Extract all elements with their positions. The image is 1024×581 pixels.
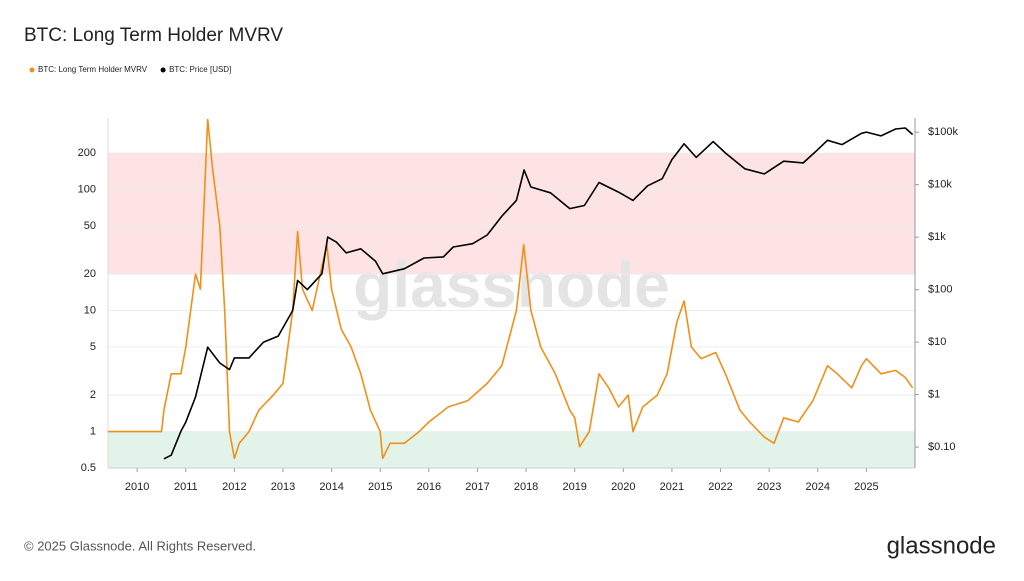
logo: glassnode — [887, 532, 996, 559]
x-tick-label: 2023 — [757, 481, 781, 493]
x-tick-label: 2025 — [854, 481, 878, 493]
x-tick-label: 2011 — [174, 481, 198, 493]
watermark: glassnode — [353, 249, 670, 321]
y2-tick-label: $10 — [928, 336, 946, 348]
y2-tick-label: $1 — [928, 389, 940, 401]
y-tick-label: 10 — [84, 304, 96, 316]
y-tick-label: 2 — [90, 389, 96, 401]
y2-tick-label: $100 — [928, 284, 952, 296]
x-tick-label: 2020 — [611, 481, 635, 493]
y2-tick-label: $1k — [928, 231, 946, 243]
x-tick-label: 2013 — [271, 481, 295, 493]
x-tick-label: 2021 — [660, 481, 684, 493]
footer: © 2025 Glassnode. All Rights Reserved. — [24, 538, 256, 553]
x-tick-label: 2010 — [125, 481, 149, 493]
x-tick-label: 2019 — [562, 481, 586, 493]
zone-band — [108, 153, 915, 275]
y-tick-label: 1 — [90, 425, 96, 437]
x-tick-label: 2018 — [514, 481, 538, 493]
zone-band — [108, 431, 915, 468]
x-tick-label: 2022 — [708, 481, 732, 493]
legend-label: BTC: Price [USD] — [169, 65, 231, 74]
x-tick-label: 2012 — [222, 481, 246, 493]
y2-tick-label: $10k — [928, 179, 952, 191]
chart-title: BTC: Long Term Holder MVRV — [24, 25, 283, 46]
legend-marker — [29, 67, 35, 73]
y-tick-label: 100 — [78, 183, 96, 195]
legend-label: BTC: Long Term Holder MVRV — [38, 65, 148, 74]
x-tick-label: 2024 — [806, 481, 830, 493]
y2-tick-label: $0.10 — [928, 441, 956, 453]
y-tick-label: 20 — [84, 268, 96, 280]
y-tick-label: 200 — [78, 147, 96, 159]
x-tick-label: 2016 — [417, 481, 441, 493]
series-line — [163, 127, 914, 460]
y-tick-label: 50 — [84, 220, 96, 232]
x-tick-label: 2017 — [465, 481, 489, 493]
x-tick-label: 2015 — [368, 481, 392, 493]
y-tick-label: 0.5 — [81, 462, 96, 474]
legend-marker — [160, 67, 166, 73]
x-tick-label: 2014 — [319, 481, 343, 493]
y-tick-label: 5 — [90, 341, 96, 353]
series-line — [108, 118, 914, 460]
y2-tick-label: $100k — [928, 126, 958, 138]
